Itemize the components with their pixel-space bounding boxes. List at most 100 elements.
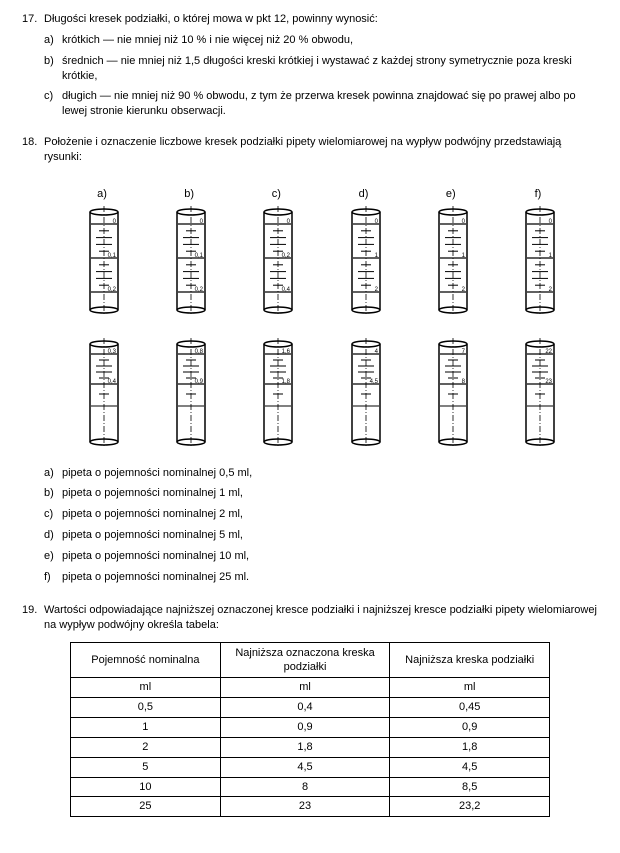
table-header-0: Pojemność nominalna [71, 643, 221, 678]
item-17-b-text: średnich — nie mniej niż 1,5 długości kr… [62, 54, 598, 84]
svg-text:0,8: 0,8 [195, 349, 204, 355]
table-cell-5-1: 23 [220, 797, 390, 817]
figures-block: a) b) c) d) e) f) 00,10,200,10,200,20,40… [22, 187, 598, 448]
item-18-lead: Położenie i oznaczenie liczbowe kresek p… [44, 135, 598, 165]
svg-text:22: 22 [545, 349, 552, 355]
item-19-lead: Wartości odpowiadające najniższej oznacz… [44, 603, 598, 633]
pipette-bottom-c: 1,6 1,8 [246, 338, 306, 448]
table-unit-2: ml [390, 678, 550, 698]
legend-c-letter: c) [44, 507, 62, 522]
svg-text:23: 23 [545, 379, 552, 385]
item-17-lead: Długości kresek podziałki, o której mowa… [44, 12, 598, 27]
item-17-b-letter: b) [44, 54, 62, 84]
svg-text:0,9: 0,9 [195, 379, 204, 385]
table-cell-0-2: 0,45 [390, 698, 550, 718]
section-18: 18. Położenie i oznaczenie liczbowe kres… [22, 135, 598, 585]
table-row: 10,90,9 [71, 718, 550, 738]
legend-d: d) pipeta o pojemności nominalnej 5 ml, [44, 528, 598, 543]
table-cell-5-0: 25 [71, 797, 221, 817]
table-unit-0: ml [71, 678, 221, 698]
table-cell-4-0: 10 [71, 777, 221, 797]
pipette-top-d: 012 [334, 206, 394, 316]
item-19-body: Wartości odpowiadające najniższej oznacz… [44, 603, 598, 633]
table-row: 252323,2 [71, 797, 550, 817]
legend-a-text: pipeta o pojemności nominalnej 0,5 ml, [62, 466, 598, 481]
item-17-sublist: a) krótkich — nie mniej niż 10 % i nie w… [44, 33, 598, 119]
legend-b: b) pipeta o pojemności nominalnej 1 ml, [44, 486, 598, 501]
figure-label-d: d) [334, 187, 394, 202]
pipette-top-e: 012 [421, 206, 481, 316]
pipette-top-b: 00,10,2 [159, 206, 219, 316]
table-cell-0-0: 0,5 [71, 698, 221, 718]
item-17-b: b) średnich — nie mniej niż 1,5 długości… [44, 54, 598, 84]
legend-e-text: pipeta o pojemności nominalnej 10 ml, [62, 549, 598, 564]
svg-text:1,6: 1,6 [282, 349, 291, 355]
figure-label-b: b) [159, 187, 219, 202]
pipette-top-a: 00,10,2 [72, 206, 132, 316]
item-17-a-text: krótkich — nie mniej niż 10 % i nie więc… [62, 33, 598, 48]
table-cell-3-1: 4,5 [220, 757, 390, 777]
table-cell-2-0: 2 [71, 737, 221, 757]
pipette-top-f: 012 [508, 206, 568, 316]
pipette-top-c: 00,20,4 [246, 206, 306, 316]
legend-a: a) pipeta o pojemności nominalnej 0,5 ml… [44, 466, 598, 481]
svg-text:0,4: 0,4 [108, 379, 117, 385]
pipette-row-bottom: 0,30,40,80,91,61,844,5782223 [22, 338, 598, 448]
legend-a-letter: a) [44, 466, 62, 481]
item-17-c-text: długich — nie mniej niż 90 % obwodu, z t… [62, 89, 598, 119]
figure-label-f: f) [508, 187, 568, 202]
table-cell-5-2: 23,2 [390, 797, 550, 817]
table-row: 54,54,5 [71, 757, 550, 777]
item-17-number: 17. [22, 12, 44, 125]
table-cell-1-2: 0,9 [390, 718, 550, 738]
item-17-a: a) krótkich — nie mniej niż 10 % i nie w… [44, 33, 598, 48]
figure-label-c: c) [246, 187, 306, 202]
item-17-body: Długości kresek podziałki, o której mowa… [44, 12, 598, 125]
svg-text:1,8: 1,8 [282, 379, 291, 385]
legend-c: c) pipeta o pojemności nominalnej 2 ml, [44, 507, 598, 522]
table-unit-1: ml [220, 678, 390, 698]
svg-text:0,4: 0,4 [282, 287, 291, 293]
table-cell-4-1: 8 [220, 777, 390, 797]
table-cell-4-2: 8,5 [390, 777, 550, 797]
svg-text:0,2: 0,2 [195, 287, 204, 293]
svg-text:0,3: 0,3 [108, 349, 117, 355]
item-18-body: Położenie i oznaczenie liczbowe kresek p… [44, 135, 598, 165]
section-19: 19. Wartości odpowiadające najniższej oz… [22, 603, 598, 818]
svg-text:0,1: 0,1 [195, 253, 204, 259]
data-table: Pojemność nominalnaNajniższa oznaczona k… [70, 642, 550, 817]
legend-d-text: pipeta o pojemności nominalnej 5 ml, [62, 528, 598, 543]
pipette-bottom-e: 78 [421, 338, 481, 448]
legend-b-text: pipeta o pojemności nominalnej 1 ml, [62, 486, 598, 501]
table-row: 0,50,40,45 [71, 698, 550, 718]
legend-b-letter: b) [44, 486, 62, 501]
svg-text:0,1: 0,1 [108, 253, 117, 259]
item-19: 19. Wartości odpowiadające najniższej oz… [22, 603, 598, 633]
item-18-legend: a) pipeta o pojemności nominalnej 0,5 ml… [44, 466, 598, 585]
table-cell-1-1: 0,9 [220, 718, 390, 738]
legend-c-text: pipeta o pojemności nominalnej 2 ml, [62, 507, 598, 522]
item-19-number: 19. [22, 603, 44, 633]
svg-text:0,2: 0,2 [108, 287, 117, 293]
pipette-bottom-b: 0,8 0,9 [159, 338, 219, 448]
legend-d-letter: d) [44, 528, 62, 543]
table-row: 1088,5 [71, 777, 550, 797]
table-header-1: Najniższa oznaczona kreska podziałki [220, 643, 390, 678]
figure-label-e: e) [421, 187, 481, 202]
table-cell-0-1: 0,4 [220, 698, 390, 718]
table-cell-3-2: 4,5 [390, 757, 550, 777]
legend-e-letter: e) [44, 549, 62, 564]
item-18-number: 18. [22, 135, 44, 165]
table-cell-3-0: 5 [71, 757, 221, 777]
legend-f: f) pipeta o pojemności nominalnej 25 ml. [44, 570, 598, 585]
table-header-2: Najniższa kreska podziałki [390, 643, 550, 678]
item-17: 17. Długości kresek podziałki, o której … [22, 12, 598, 125]
table-cell-2-1: 1,8 [220, 737, 390, 757]
svg-text:0,2: 0,2 [282, 253, 291, 259]
legend-f-letter: f) [44, 570, 62, 585]
table-cell-2-2: 1,8 [390, 737, 550, 757]
pipette-bottom-f: 22 23 [508, 338, 568, 448]
legend-f-text: pipeta o pojemności nominalnej 25 ml. [62, 570, 598, 585]
section-17: 17. Długości kresek podziałki, o której … [22, 12, 598, 125]
item-17-c: c) długich — nie mniej niż 90 % obwodu, … [44, 89, 598, 119]
